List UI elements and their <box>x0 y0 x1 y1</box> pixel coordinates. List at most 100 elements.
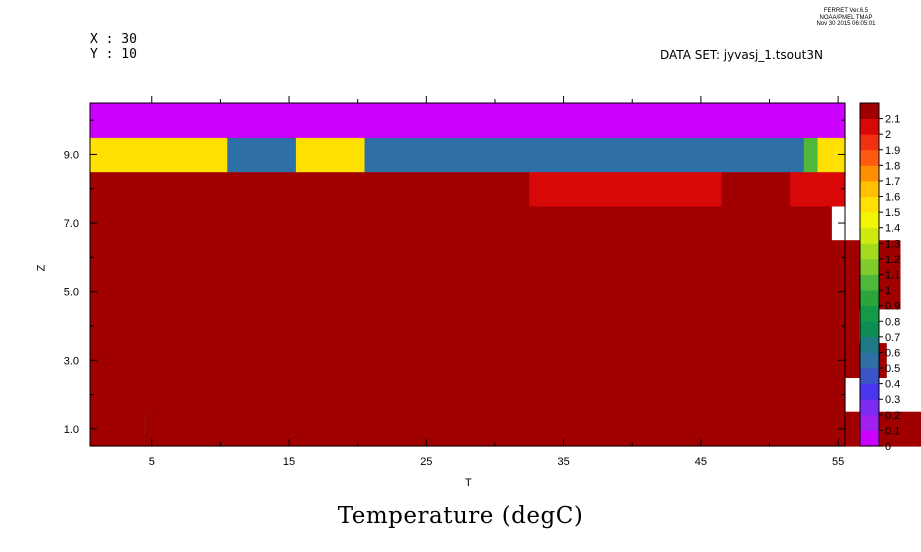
heatmap-cell <box>748 205 805 241</box>
heatmap-cell <box>762 308 819 344</box>
heatmap-cell <box>90 308 105 344</box>
y-tick-label: 1.0 <box>64 424 79 436</box>
heatmap-cell <box>762 240 777 276</box>
heatmap-cell <box>488 411 517 447</box>
x-tick-label: 45 <box>695 456 707 468</box>
colorbar-swatch <box>860 134 879 151</box>
heatmap-cell <box>611 343 723 378</box>
heatmap-cell <box>488 205 695 241</box>
heatmap-cell <box>639 171 723 207</box>
heatmap-cell <box>831 377 846 413</box>
colorbar-swatch <box>860 305 879 322</box>
heatmap-cell <box>90 103 846 138</box>
heatmap-cell <box>680 377 695 413</box>
heatmap-cell <box>103 308 132 344</box>
heatmap-cell <box>364 137 805 173</box>
colorbar-label: 0.9 <box>885 301 900 313</box>
heatmap-cell <box>611 308 668 344</box>
heatmap-cell <box>268 171 366 207</box>
colorbar-swatch <box>860 149 879 166</box>
heatmap-cell <box>186 411 215 447</box>
heatmap-cell <box>241 205 256 241</box>
heatmap-cell <box>899 411 921 447</box>
heatmap-cell <box>721 171 764 207</box>
heatmap-cell <box>762 171 791 207</box>
colorbar-swatch <box>860 103 879 119</box>
heatmap-cell <box>419 308 462 344</box>
colorbar-swatch <box>860 290 879 307</box>
colorbar-swatch <box>860 321 879 338</box>
heatmap-cell <box>762 274 819 310</box>
colorbar-label: 1.9 <box>885 145 900 157</box>
heatmap-cell <box>460 308 503 344</box>
y-tick-label: 7.0 <box>64 218 79 230</box>
colorbar-swatch <box>860 243 879 260</box>
heatmap-cell <box>680 240 709 276</box>
heatmap-cell <box>337 308 379 344</box>
heatmap-cell <box>748 377 832 413</box>
colorbar-swatch <box>860 196 879 213</box>
heatmap-cell <box>803 205 832 241</box>
heatmap-cell <box>694 205 750 241</box>
heatmap-cell <box>254 411 311 447</box>
colorbar-swatch <box>860 336 879 353</box>
heatmap-cell <box>721 240 736 276</box>
heatmap-cell <box>241 240 270 276</box>
heatmap-cell <box>748 343 832 378</box>
x-tick-label: 25 <box>420 456 432 468</box>
heatmap-cell <box>350 205 448 241</box>
heatmap-cell <box>776 240 791 276</box>
heatmap-cell <box>378 274 421 310</box>
x-tick-label: 35 <box>557 456 569 468</box>
colorbar-label: 1.4 <box>885 223 900 235</box>
heatmap-cell <box>227 411 256 447</box>
heatmap-cell <box>694 377 750 413</box>
colorbar-swatch <box>860 414 879 431</box>
heatmap-cell <box>295 343 324 378</box>
heatmap-cell <box>378 308 421 344</box>
y-tick-label: 5.0 <box>64 287 79 299</box>
colorbar-label: 2 <box>885 129 891 141</box>
heatmap-chart: 5 15 25 35 45 55 1.0 3.0 5.0 7.0 9.0 0 0.1 0.2 0.3 0.… <box>64 96 921 468</box>
heatmap-cell <box>213 411 228 447</box>
heatmap-cell <box>652 411 681 447</box>
heatmap-cell <box>515 411 558 447</box>
heatmap-cell <box>570 343 613 378</box>
colorbar-swatch <box>860 258 879 275</box>
colorbar-label: 0.4 <box>885 379 900 391</box>
heatmap-cell <box>131 308 173 344</box>
heatmap-cell <box>419 343 558 378</box>
heatmap-cell <box>254 308 270 344</box>
heatmap-cell <box>611 411 654 447</box>
heatmap-cell <box>199 205 228 241</box>
heatmap-cell <box>529 171 640 207</box>
x-axis-label: T <box>465 477 472 489</box>
heatmap-cell <box>515 274 599 310</box>
y-axis-label: Z <box>35 264 48 272</box>
heatmap-cell <box>556 377 585 413</box>
heatmap-cell <box>639 274 668 310</box>
ferret-org: NOAA/PMEL TMAP <box>819 14 873 21</box>
heatmap-cell <box>845 308 860 344</box>
heatmap-cell <box>707 411 777 447</box>
colorbar-swatch <box>860 368 879 385</box>
colorbar-label: 1.6 <box>885 192 900 204</box>
heatmap-cell <box>213 377 338 413</box>
heatmap-cell <box>652 377 681 413</box>
heatmap-cell <box>199 171 270 207</box>
heatmap-cell <box>446 240 503 276</box>
heatmap-cell <box>323 343 379 378</box>
heatmap-cell <box>405 240 448 276</box>
heatmap-cell <box>721 343 750 378</box>
heatmap-cell <box>172 308 256 344</box>
colorbar-swatch <box>860 399 879 416</box>
heatmap-cell <box>501 308 544 344</box>
colorbar-label: 1.7 <box>885 176 900 188</box>
plot-frame <box>89 102 846 447</box>
heatmap-cell <box>776 411 819 447</box>
colorbar-swatch <box>860 227 879 244</box>
colorbar-swatch <box>860 430 879 447</box>
heatmap-cell <box>309 411 352 447</box>
colorbar-label: 0.5 <box>885 363 900 375</box>
chart-title: Temperature (degC) <box>337 503 584 529</box>
